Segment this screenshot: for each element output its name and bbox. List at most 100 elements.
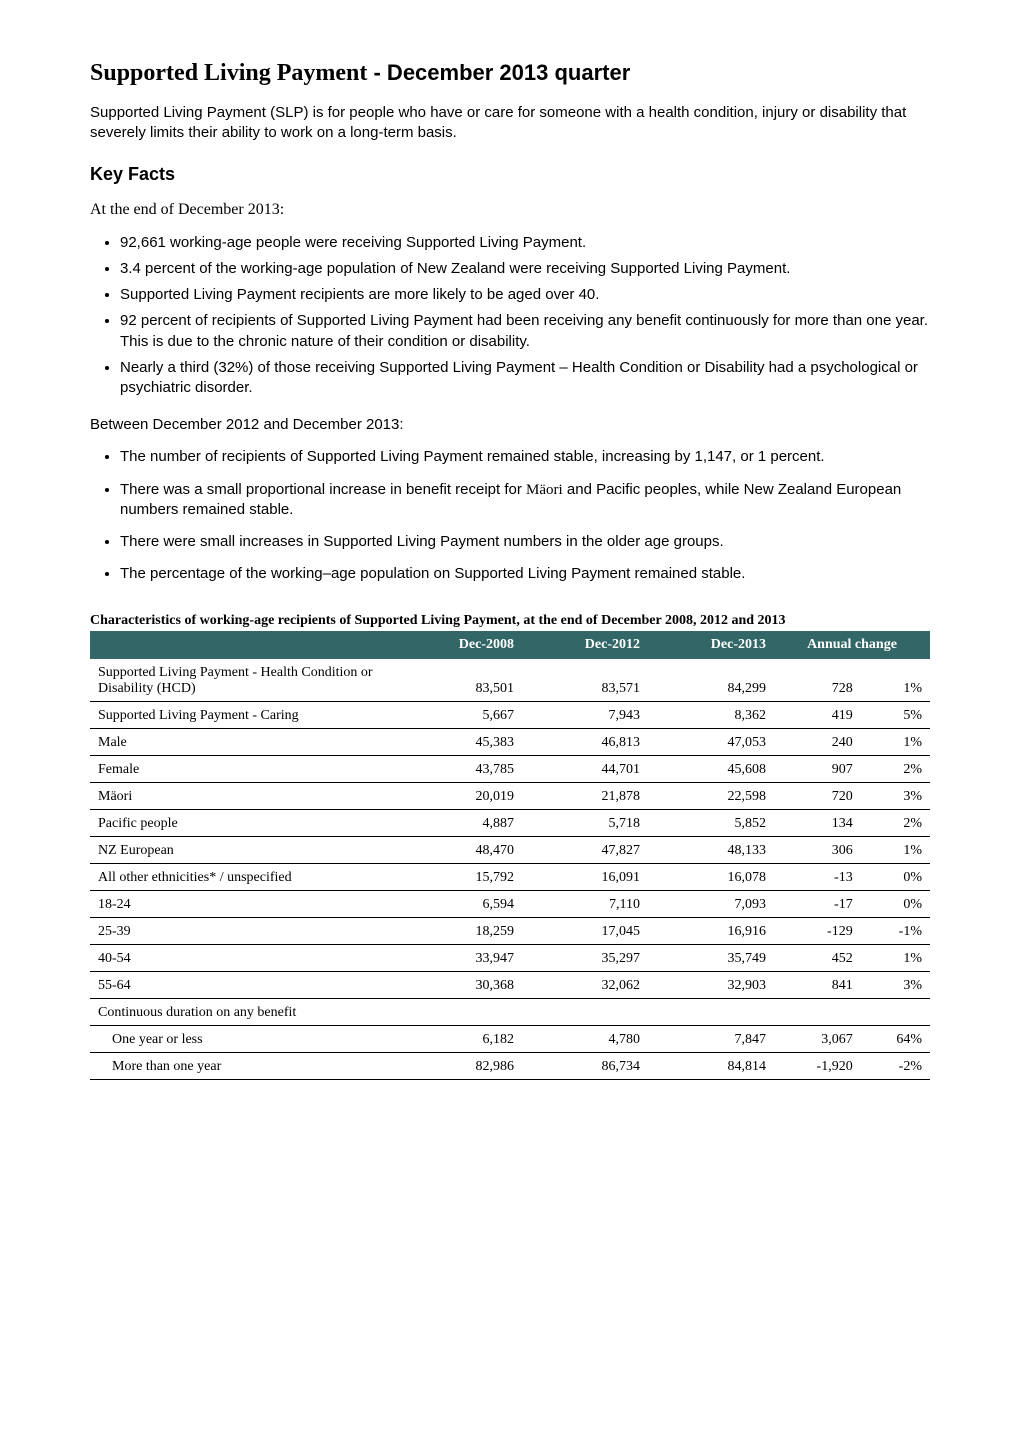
cell: 43,785 (396, 755, 522, 782)
table-row: 55-6430,36832,06232,9038413% (90, 971, 930, 998)
between-lede: Between December 2012 and December 2013: (90, 416, 930, 433)
text: There was a small proportional increase … (120, 481, 526, 498)
cell: 8,362 (648, 701, 774, 728)
table-row: Female43,78544,70145,6089072% (90, 755, 930, 782)
table-row: Pacific people4,8875,7185,8521342% (90, 809, 930, 836)
row-label: Mäori (90, 782, 396, 809)
cell: 1% (861, 944, 930, 971)
cell: 2% (861, 755, 930, 782)
cell: 44,701 (522, 755, 648, 782)
page-title: Supported Living Payment - December 2013… (90, 60, 930, 87)
cell: 4,780 (522, 1025, 648, 1052)
cell: 5,718 (522, 809, 648, 836)
table-caption: Characteristics of working-age recipient… (90, 613, 930, 629)
cell (861, 998, 930, 1025)
cell: 32,903 (648, 971, 774, 998)
table-row: One year or less6,1824,7807,8473,06764% (90, 1025, 930, 1052)
list-item: Supported Living Payment recipients are … (120, 285, 930, 305)
col-header-2012: Dec-2012 (522, 631, 648, 659)
row-label: 55-64 (90, 971, 396, 998)
cell: 907 (774, 755, 861, 782)
list-item: There were small increases in Supported … (120, 532, 930, 552)
row-label: Continuous duration on any benefit (90, 998, 396, 1025)
maori-text: Mäori (526, 482, 563, 498)
cell: 2% (861, 809, 930, 836)
row-label: All other ethnicities* / unspecified (90, 863, 396, 890)
cell: 35,749 (648, 944, 774, 971)
col-header-2008: Dec-2008 (396, 631, 522, 659)
row-label: More than one year (90, 1052, 396, 1079)
cell: -1,920 (774, 1052, 861, 1079)
cell: 18,259 (396, 917, 522, 944)
cell: 0% (861, 863, 930, 890)
cell: 1% (861, 659, 930, 702)
cell: 6,594 (396, 890, 522, 917)
cell: 20,019 (396, 782, 522, 809)
cell: 47,053 (648, 728, 774, 755)
cell: 419 (774, 701, 861, 728)
list-item: 92,661 working-age people were receiving… (120, 233, 930, 253)
col-header-blank (90, 631, 396, 659)
cell: 33,947 (396, 944, 522, 971)
cell: 83,501 (396, 659, 522, 702)
cell: 6,182 (396, 1025, 522, 1052)
table-row: Male45,38346,81347,0532401% (90, 728, 930, 755)
cell: 35,297 (522, 944, 648, 971)
cell: 48,133 (648, 836, 774, 863)
table-header-row: Dec-2008 Dec-2012 Dec-2013 Annual change (90, 631, 930, 659)
cell: 22,598 (648, 782, 774, 809)
row-label: Male (90, 728, 396, 755)
cell: 720 (774, 782, 861, 809)
cell: 3,067 (774, 1025, 861, 1052)
cell: 7,093 (648, 890, 774, 917)
cell: 16,916 (648, 917, 774, 944)
cell: -1% (861, 917, 930, 944)
cell: 4,887 (396, 809, 522, 836)
key-facts-lede: At the end of December 2013: (90, 201, 930, 219)
cell: -17 (774, 890, 861, 917)
list-item: There was a small proportional increase … (120, 480, 930, 521)
cell: 83,571 (522, 659, 648, 702)
key-facts-list: 92,661 working-age people were receiving… (120, 233, 930, 399)
cell: 45,383 (396, 728, 522, 755)
cell: 17,045 (522, 917, 648, 944)
cell: 452 (774, 944, 861, 971)
table-row: 18-246,5947,1107,093-170% (90, 890, 930, 917)
cell: 0% (861, 890, 930, 917)
list-item: The percentage of the working–age popula… (120, 564, 930, 584)
cell: 84,814 (648, 1052, 774, 1079)
cell: -129 (774, 917, 861, 944)
cell: 5% (861, 701, 930, 728)
row-label: 18-24 (90, 890, 396, 917)
row-label: 40-54 (90, 944, 396, 971)
cell: 84,299 (648, 659, 774, 702)
row-label: 25-39 (90, 917, 396, 944)
cell: 728 (774, 659, 861, 702)
table-row: Continuous duration on any benefit (90, 998, 930, 1025)
cell: 64% (861, 1025, 930, 1052)
row-label: Pacific people (90, 809, 396, 836)
table-row: All other ethnicities* / unspecified15,7… (90, 863, 930, 890)
table-row: More than one year82,98686,73484,814-1,9… (90, 1052, 930, 1079)
row-label: Supported Living Payment - Health Condit… (90, 659, 396, 702)
row-label: Female (90, 755, 396, 782)
cell: 3% (861, 782, 930, 809)
table-row: 25-3918,25917,04516,916-129-1% (90, 917, 930, 944)
cell: 841 (774, 971, 861, 998)
cell: 7,943 (522, 701, 648, 728)
cell: 7,110 (522, 890, 648, 917)
cell: 46,813 (522, 728, 648, 755)
table-row: Mäori20,01921,87822,5987203% (90, 782, 930, 809)
cell: 16,078 (648, 863, 774, 890)
table-row: Supported Living Payment - Caring5,6677,… (90, 701, 930, 728)
cell: -2% (861, 1052, 930, 1079)
title-rest: - December 2013 quarter (367, 60, 630, 85)
cell: 32,062 (522, 971, 648, 998)
cell: 7,847 (648, 1025, 774, 1052)
cell: 15,792 (396, 863, 522, 890)
row-label: One year or less (90, 1025, 396, 1052)
intro-paragraph: Supported Living Payment (SLP) is for pe… (90, 103, 930, 144)
cell: 48,470 (396, 836, 522, 863)
cell: 86,734 (522, 1052, 648, 1079)
list-item: 3.4 percent of the working-age populatio… (120, 259, 930, 279)
